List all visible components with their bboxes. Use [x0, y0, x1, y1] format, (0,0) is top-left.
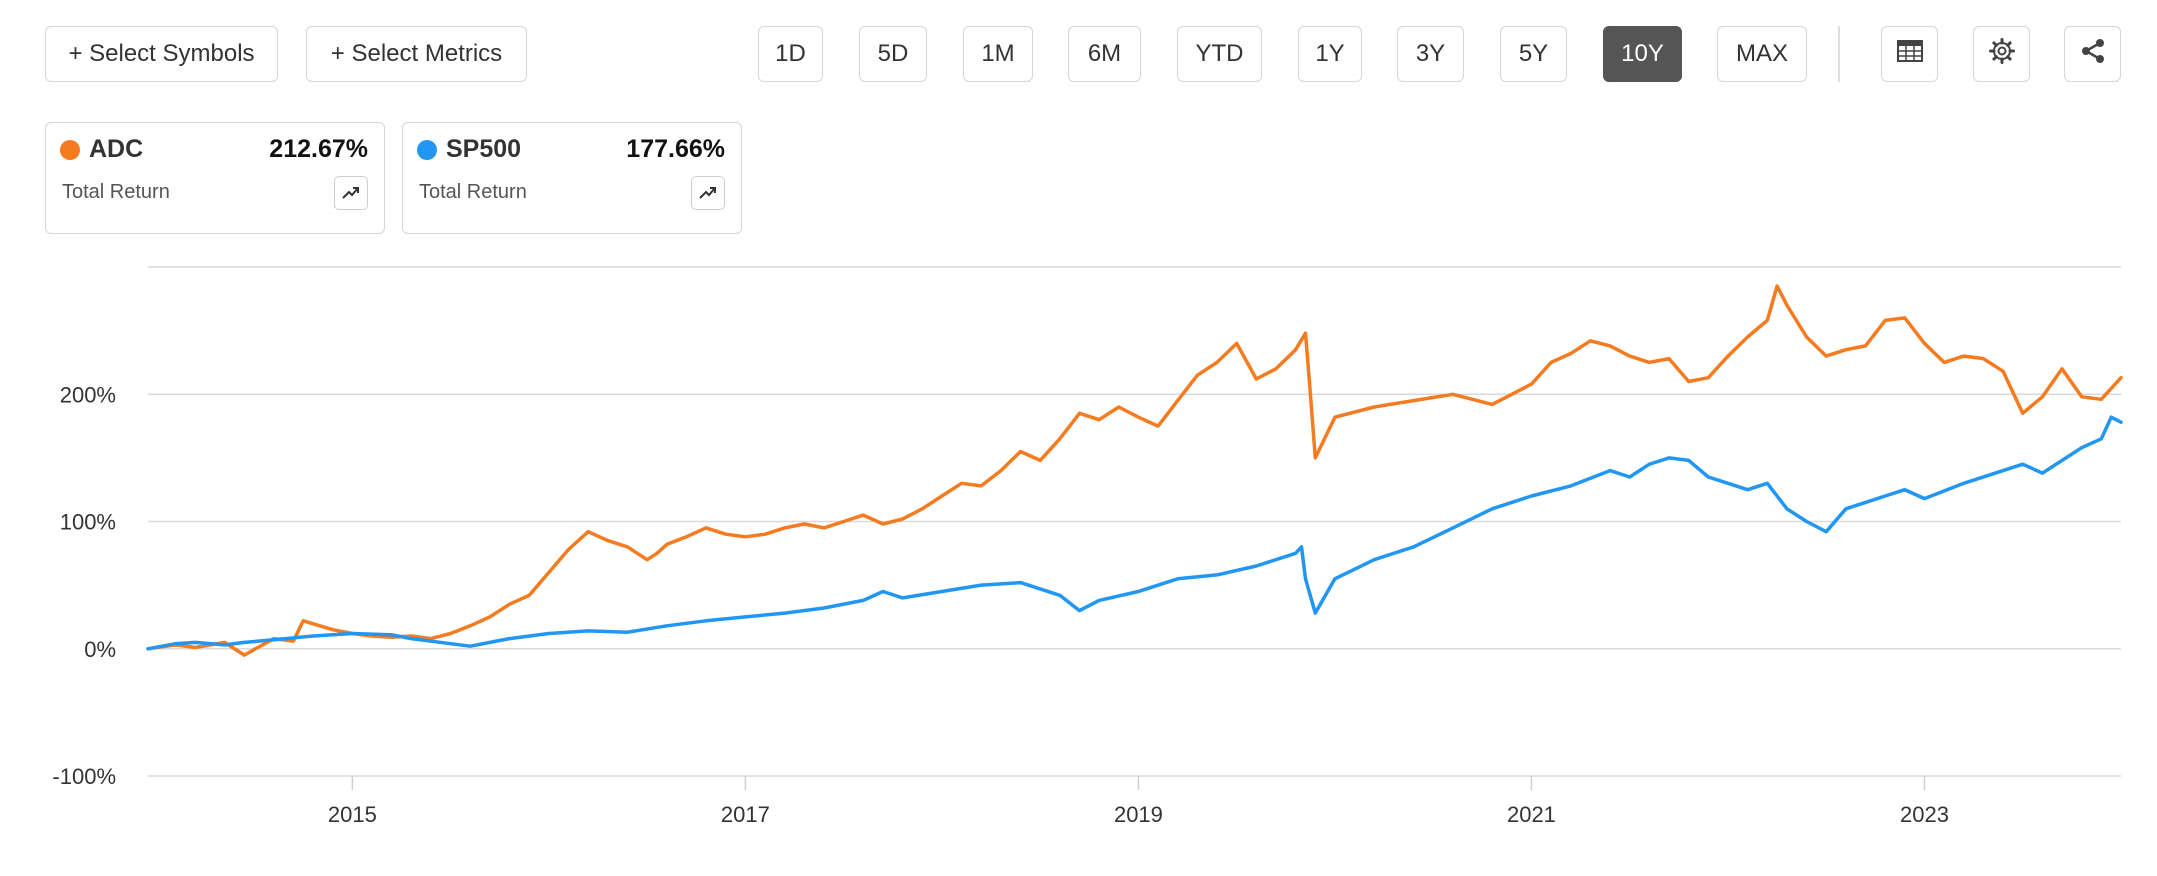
- series-color-dot: [60, 140, 80, 160]
- table-view-button[interactable]: [1881, 26, 1938, 82]
- range-1y-button[interactable]: 1Y: [1298, 26, 1362, 82]
- trend-chart-button[interactable]: [691, 176, 725, 210]
- trending-up-icon: [342, 187, 359, 199]
- trending-up-icon: [699, 187, 716, 199]
- toolbar-divider: [1838, 26, 1840, 82]
- x-tick-label: 2021: [1507, 802, 1556, 827]
- range-ytd-button[interactable]: YTD: [1177, 26, 1262, 82]
- x-tick-label: 2019: [1114, 802, 1163, 827]
- select-metrics-button[interactable]: + Select Metrics: [306, 26, 527, 82]
- return-value: 212.67%: [269, 135, 368, 163]
- y-tick-label: 100%: [60, 510, 116, 535]
- total-return-chart[interactable]: 200% 100% 0% -100% 2015 2017 2019 2021 2023: [0, 240, 2157, 876]
- return-value: 177.66%: [626, 135, 725, 163]
- range-3y-button[interactable]: 3Y: [1397, 26, 1464, 82]
- range-1m-button[interactable]: 1M: [963, 26, 1033, 82]
- metric-label: Total Return: [62, 181, 170, 203]
- legend-card-adc[interactable]: ADC 212.67% Total Return: [45, 122, 385, 234]
- symbol-label: ADC: [89, 135, 144, 163]
- gear-icon: [1988, 37, 2016, 72]
- range-max-button[interactable]: MAX: [1717, 26, 1807, 82]
- select-symbols-button[interactable]: + Select Symbols: [45, 26, 278, 82]
- trend-chart-button[interactable]: [334, 176, 368, 210]
- series-color-dot: [417, 140, 437, 160]
- table-icon: [1896, 39, 1923, 69]
- range-10y-button[interactable]: 10Y: [1603, 26, 1682, 82]
- share-icon: [2079, 37, 2107, 72]
- x-tick-label: 2015: [328, 802, 377, 827]
- range-5y-button[interactable]: 5Y: [1500, 26, 1567, 82]
- symbol-label: SP500: [446, 135, 522, 163]
- share-button[interactable]: [2064, 26, 2121, 82]
- x-tick-label: 2023: [1900, 802, 1949, 827]
- range-5d-button[interactable]: 5D: [859, 26, 927, 82]
- metric-label: Total Return: [419, 181, 527, 203]
- range-6m-button[interactable]: 6M: [1068, 26, 1141, 82]
- y-tick-label: -100%: [52, 764, 116, 789]
- series-line-adc[interactable]: [146, 284, 2123, 657]
- y-tick-label: 200%: [60, 382, 116, 407]
- y-tick-label: 0%: [84, 637, 116, 662]
- legend-card-sp500[interactable]: SP500 177.66% Total Return: [402, 122, 742, 234]
- settings-button[interactable]: [1973, 26, 2030, 82]
- series-line-sp500[interactable]: [146, 415, 2123, 651]
- x-tick-label: 2017: [721, 802, 770, 827]
- range-1d-button[interactable]: 1D: [758, 26, 823, 82]
